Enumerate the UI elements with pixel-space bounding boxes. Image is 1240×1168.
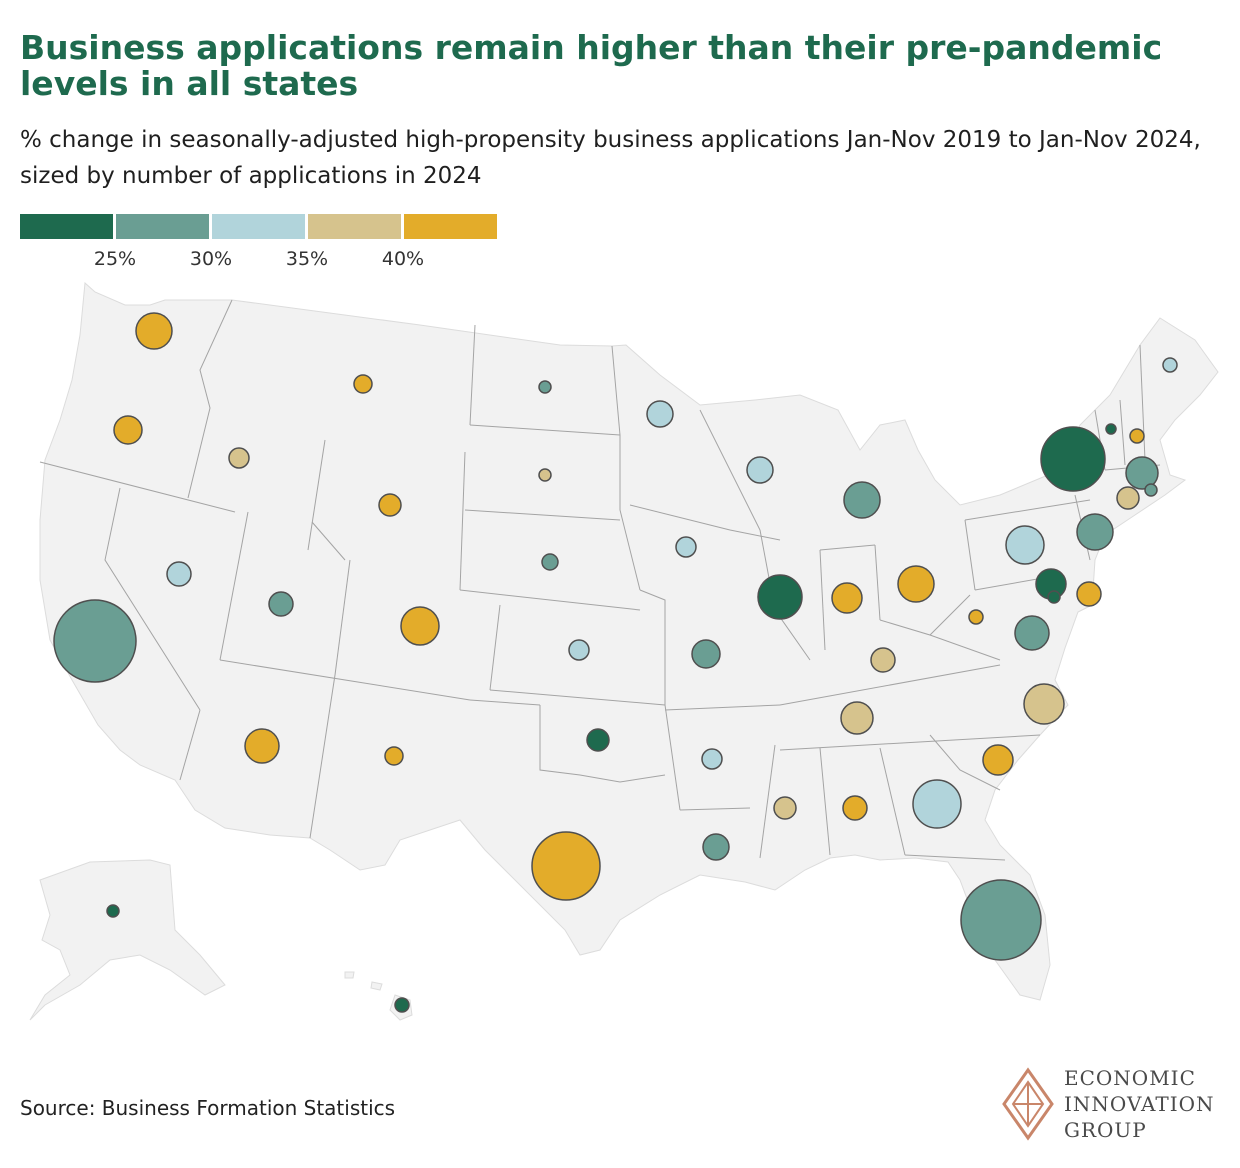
legend-swatch-3 bbox=[212, 214, 305, 239]
bubble-ia bbox=[675, 536, 697, 558]
bubble-wv bbox=[968, 609, 984, 625]
bubble-tn bbox=[840, 701, 874, 735]
chart-title: Business applications remain higher than… bbox=[20, 28, 1163, 103]
diamond-logo-icon bbox=[1002, 1067, 1054, 1141]
bubble-wa bbox=[135, 312, 173, 350]
bubble-ca bbox=[53, 599, 137, 683]
bubble-la bbox=[702, 833, 730, 861]
bubble-pa bbox=[1005, 525, 1045, 565]
legend-swatch-4 bbox=[308, 214, 401, 239]
bubble-ak bbox=[106, 904, 120, 918]
logo-line-2: INNOVATION bbox=[1064, 1092, 1215, 1116]
bubble-ct bbox=[1116, 486, 1140, 510]
bubble-sd bbox=[538, 468, 552, 482]
alaska-shape bbox=[29, 859, 226, 1021]
bubble-dc bbox=[1076, 581, 1102, 607]
bubble-nv bbox=[166, 561, 192, 587]
bubble-tx bbox=[531, 831, 601, 901]
bubble-in bbox=[831, 582, 863, 614]
bubble-ok bbox=[586, 728, 610, 752]
legend-swatch-5 bbox=[404, 214, 497, 239]
bubble-ms bbox=[773, 796, 797, 820]
legend-swatch-1 bbox=[20, 214, 113, 239]
bubble-de bbox=[1047, 590, 1061, 604]
bubble-sc bbox=[982, 744, 1014, 776]
bubble-ut bbox=[268, 591, 294, 617]
bubble-me bbox=[1162, 357, 1178, 373]
bubble-nh bbox=[1129, 428, 1145, 444]
bubble-ks bbox=[568, 639, 590, 661]
bubble-or bbox=[113, 415, 143, 445]
source-note: Source: Business Formation Statistics bbox=[20, 1096, 396, 1120]
hawaii-maui bbox=[370, 981, 383, 991]
bubble-ky bbox=[870, 647, 896, 673]
bubble-al bbox=[842, 795, 868, 821]
logo-line-3: GROUP bbox=[1064, 1118, 1147, 1142]
bubble-wy bbox=[378, 493, 402, 517]
bubble-ga bbox=[912, 779, 962, 829]
us-bubble-map bbox=[29, 281, 1219, 1021]
legend-tick-25: 25% bbox=[93, 248, 137, 270]
legend-tick-30: 30% bbox=[189, 248, 233, 270]
bubble-mt bbox=[353, 374, 373, 394]
bubble-oh bbox=[897, 565, 935, 603]
bubble-mo bbox=[691, 639, 721, 669]
hawaii-oahu bbox=[344, 971, 355, 979]
bubble-fl bbox=[960, 879, 1042, 961]
bubble-ma bbox=[1125, 456, 1159, 490]
bubble-ar bbox=[701, 748, 723, 770]
bubble-az bbox=[244, 728, 280, 764]
bubble-hi bbox=[394, 997, 410, 1013]
bubble-il bbox=[757, 574, 803, 620]
bubble-nm bbox=[384, 746, 404, 766]
bubble-id bbox=[228, 447, 250, 469]
bubble-nj bbox=[1076, 513, 1114, 551]
eig-logo: ECONOMIC INNOVATION GROUP bbox=[998, 1064, 1228, 1148]
bubble-ri bbox=[1144, 483, 1158, 497]
legend-swatch-2 bbox=[116, 214, 209, 239]
bubble-mn bbox=[646, 400, 674, 428]
bubble-co bbox=[400, 606, 440, 646]
bubble-va bbox=[1014, 615, 1050, 651]
bubble-ny bbox=[1040, 426, 1106, 492]
bubble-ne bbox=[541, 553, 559, 571]
bubble-vt bbox=[1105, 423, 1117, 435]
color-legend: 25% 30% 35% 40% bbox=[20, 214, 500, 274]
bubble-wi bbox=[746, 456, 774, 484]
bubble-mi bbox=[843, 481, 881, 519]
state-bubbles bbox=[53, 312, 1178, 1013]
bubble-nd bbox=[538, 380, 552, 394]
legend-tick-40: 40% bbox=[381, 248, 425, 270]
logo-line-1: ECONOMIC bbox=[1064, 1066, 1196, 1090]
chart-subtitle: % change in seasonally-adjusted high-pro… bbox=[20, 127, 1201, 189]
bubble-nc bbox=[1023, 683, 1065, 725]
legend-tick-35: 35% bbox=[285, 248, 329, 270]
